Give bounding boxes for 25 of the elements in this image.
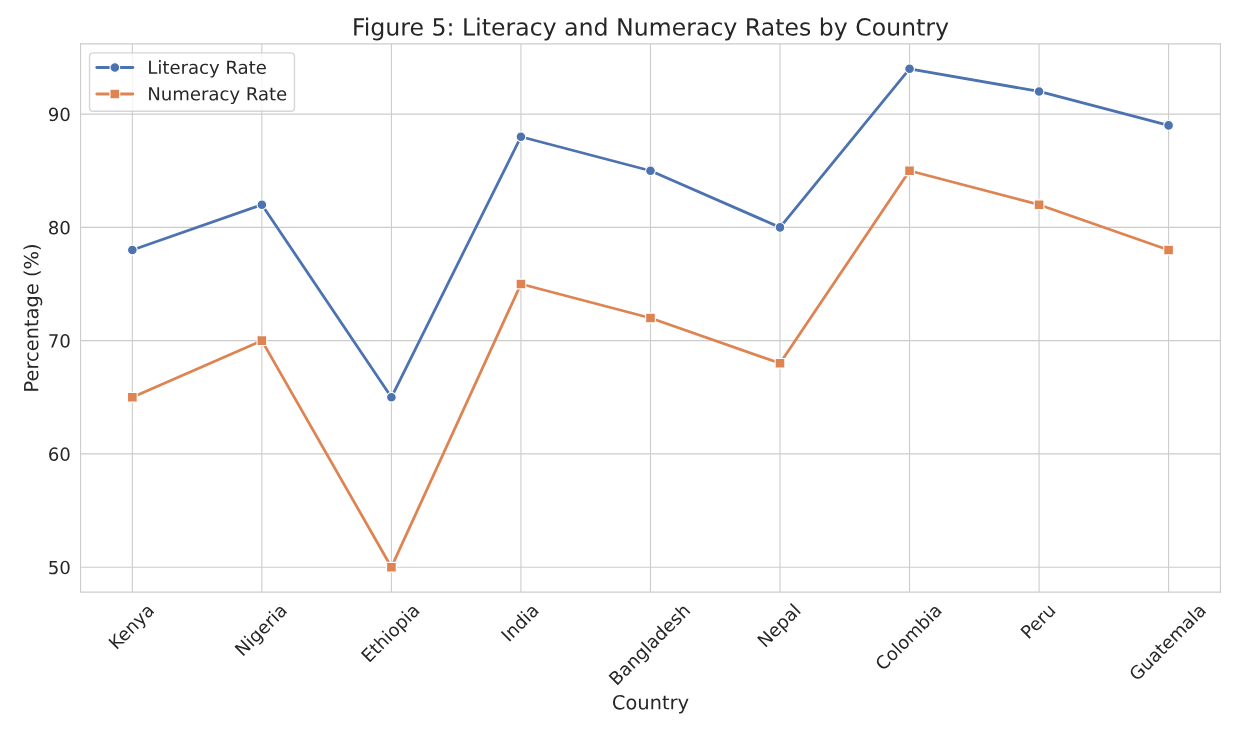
point xyxy=(645,165,656,177)
chart-title: Figure 5: Literacy and Numeracy Rates by Country xyxy=(354,17,949,41)
x-axis-title: Country xyxy=(612,694,689,714)
point xyxy=(1033,86,1045,97)
point xyxy=(1033,199,1045,211)
y-tick-label: 80 xyxy=(49,220,70,235)
point xyxy=(904,63,915,75)
y-tick-label: 50 xyxy=(49,560,70,575)
point xyxy=(385,561,397,573)
point xyxy=(256,199,268,211)
y-tick-label: 70 xyxy=(49,334,70,348)
legend-label: Numeracy Rate xyxy=(149,87,287,105)
point xyxy=(904,165,915,177)
y-tick-label: 60 xyxy=(49,447,70,462)
y-tick-label: 90 xyxy=(48,107,70,122)
point xyxy=(774,357,786,369)
point xyxy=(256,335,268,347)
point xyxy=(126,244,138,256)
y-axis-title: Percentage (%) xyxy=(23,245,43,391)
point xyxy=(1163,120,1175,131)
point xyxy=(385,391,397,403)
point xyxy=(515,131,527,143)
point xyxy=(645,312,656,324)
point xyxy=(774,221,786,233)
legend-label: Literacy Rate xyxy=(149,60,266,78)
